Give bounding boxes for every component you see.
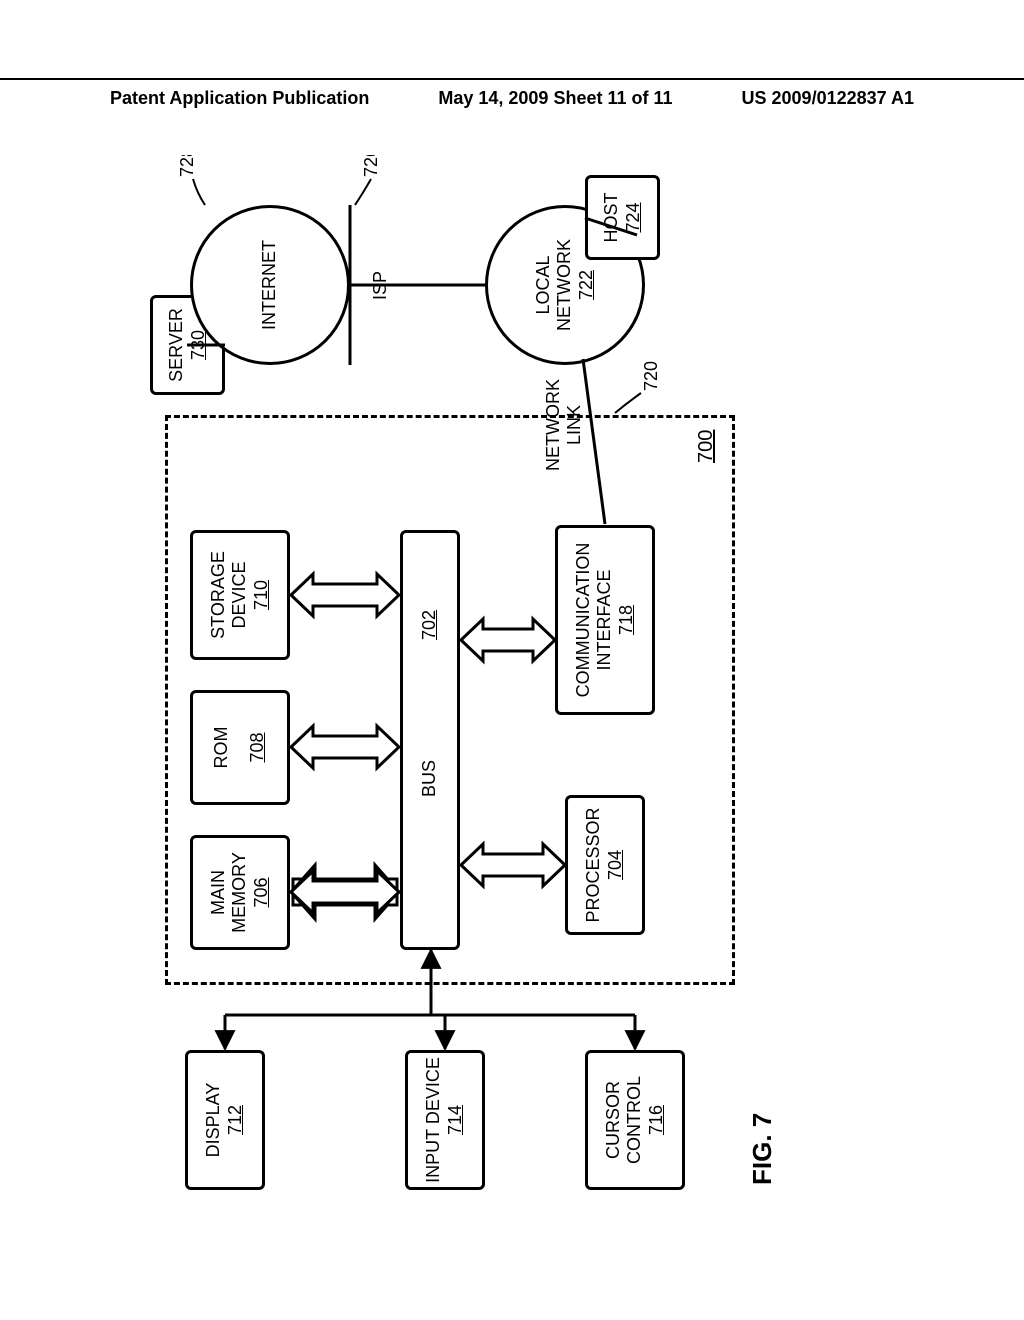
input-device-ref: 714 xyxy=(445,1105,467,1135)
cursor-ref: 716 xyxy=(646,1105,668,1135)
mainmem-l1: MAIN xyxy=(208,870,230,915)
mainmem-l2: MEMORY xyxy=(229,852,251,933)
cursor-label1: CURSOR xyxy=(603,1081,625,1159)
internet-label: INTERNET xyxy=(259,240,281,330)
cursor-control-box: CURSOR CONTROL 716 xyxy=(585,1050,685,1190)
svg-text:726: 726 xyxy=(361,155,381,177)
comm-interface-box: COMMUNICATION INTERFACE 718 xyxy=(555,525,655,715)
svg-text:720: 720 xyxy=(641,361,661,391)
system-ref: 700 xyxy=(695,430,718,463)
isp-text: ISP xyxy=(370,271,390,300)
network-link-label: NETWORK LINK xyxy=(543,375,584,475)
rom-ref: 708 xyxy=(247,732,269,762)
header-left: Patent Application Publication xyxy=(110,88,369,109)
diagram: DISPLAY 712 INPUT DEVICE 714 CURSOR CONT… xyxy=(115,155,785,1205)
display-ref: 712 xyxy=(225,1105,247,1135)
figure-label: FIG. 7 xyxy=(747,1113,778,1185)
page-header: Patent Application Publication May 14, 2… xyxy=(0,78,1024,109)
page: Patent Application Publication May 14, 2… xyxy=(0,0,1024,1320)
comm-l2: INTERFACE xyxy=(594,570,616,671)
netlink-l2: LINK xyxy=(564,405,584,445)
processor-box: PROCESSOR 704 xyxy=(565,795,645,935)
mainmem-ref: 706 xyxy=(251,877,273,907)
bus-box: BUS 702 xyxy=(400,530,460,950)
storage-device-box: STORAGE DEVICE 710 xyxy=(190,530,290,660)
storage-l1: STORAGE xyxy=(208,551,230,639)
input-device-box: INPUT DEVICE 714 xyxy=(405,1050,485,1190)
display-box: DISPLAY 712 xyxy=(185,1050,265,1190)
svg-text:728: 728 xyxy=(177,155,197,177)
processor-ref: 704 xyxy=(605,850,627,880)
host-box: HOST 724 xyxy=(585,175,660,260)
storage-l2: DEVICE xyxy=(229,561,251,628)
storage-ref: 710 xyxy=(251,580,273,610)
internet-circle: INTERNET xyxy=(190,205,350,365)
localnet-ref: 722 xyxy=(576,270,598,300)
processor-label: PROCESSOR xyxy=(583,807,605,922)
host-ref: 724 xyxy=(623,202,645,232)
comm-l1: COMMUNICATION xyxy=(573,543,595,698)
system-ref-text: 700 xyxy=(695,430,717,463)
comm-ref: 718 xyxy=(616,605,638,635)
diagram-rotated-container: DISPLAY 712 INPUT DEVICE 714 CURSOR CONT… xyxy=(0,350,980,1010)
bus-label: BUS xyxy=(419,760,441,797)
main-memory-box: MAIN MEMORY 706 xyxy=(190,835,290,950)
rom-label: ROM xyxy=(211,727,233,769)
localnet-l2: NETWORK xyxy=(554,239,576,331)
header-right: US 2009/0122837 A1 xyxy=(742,88,914,109)
bus-ref: 702 xyxy=(419,610,441,640)
host-label: HOST xyxy=(601,193,623,243)
input-device-label: INPUT DEVICE xyxy=(423,1057,445,1183)
netlink-l1: NETWORK xyxy=(543,379,563,471)
server-ref: 730 xyxy=(188,330,210,360)
isp-label: ISP xyxy=(370,271,391,300)
display-label: DISPLAY xyxy=(203,1083,225,1158)
rom-box: ROM 708 xyxy=(190,690,290,805)
localnet-l1: LOCAL xyxy=(533,255,555,314)
server-label: SERVER xyxy=(166,308,188,382)
header-center: May 14, 2009 Sheet 11 of 11 xyxy=(438,88,672,109)
cursor-label2: CONTROL xyxy=(624,1076,646,1164)
figure-label-text: FIG. 7 xyxy=(747,1113,777,1185)
